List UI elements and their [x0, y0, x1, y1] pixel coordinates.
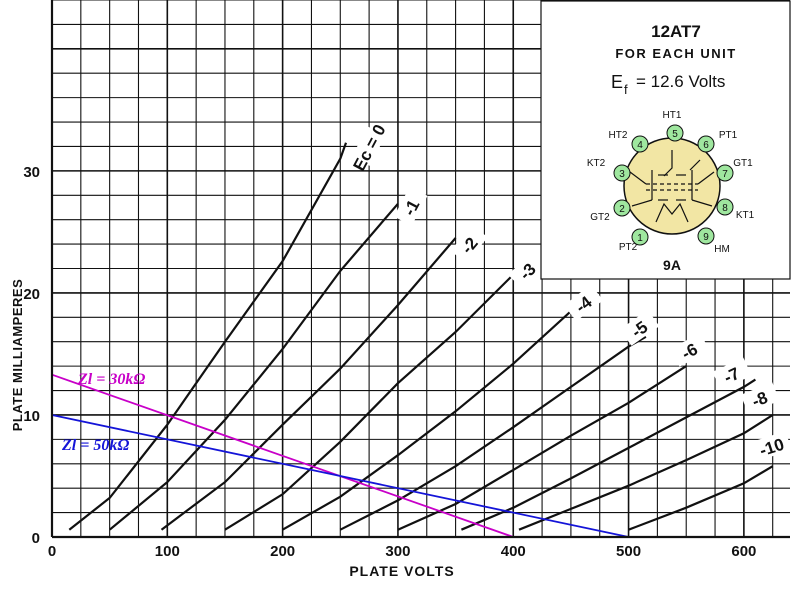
inset-subtitle: FOR EACH UNIT [615, 46, 736, 61]
curve-label-backdrop [450, 224, 488, 264]
plate-curve [460, 378, 756, 531]
pin-number: 5 [672, 129, 678, 140]
x-tick-label: 200 [270, 543, 295, 560]
load-lines: Zl = 30kΩ Zl = 50kΩ [51, 371, 629, 538]
plate-curve [518, 414, 774, 531]
curve-label-backdrop [508, 250, 547, 289]
tube-type: 12AT7 [651, 22, 701, 41]
pin-number: 8 [722, 203, 728, 214]
curve-label: -7 [721, 364, 743, 388]
load-line-label: Zl = 30kΩ [77, 371, 145, 388]
pin-label: GT1 [733, 158, 753, 169]
y-tick-label: 20 [23, 286, 40, 303]
ef-symbol: E [611, 72, 623, 92]
pin-label: HM [714, 244, 730, 255]
plate-curve [68, 142, 348, 531]
plate-curve [224, 273, 515, 531]
pin-circle [666, 124, 684, 142]
plate-curve [160, 237, 457, 531]
pin-number: 6 [703, 140, 709, 151]
curve-label-backdrop [393, 186, 428, 226]
load-line [51, 373, 514, 538]
load-line [51, 414, 629, 538]
curve-label-backdrop [620, 309, 660, 346]
plate-curve [397, 365, 687, 531]
electrode-sketch [629, 150, 715, 223]
y-tick-label: 10 [23, 408, 40, 425]
curve-label-backdrop [740, 382, 780, 414]
curve-label-backdrop [351, 126, 386, 166]
y-tick-label: 0 [32, 530, 40, 547]
axes: 0 100 200 300 400 500 600 0 10 20 30 PLATE VOLTS PLA… [10, 0, 790, 579]
curve-label-backdrop [564, 284, 604, 322]
x-tick-label: 100 [155, 543, 180, 560]
pin-number: 4 [637, 140, 643, 151]
curve-label: Ec = 0 [350, 121, 390, 174]
x-axis-label: PLATE VOLTS [349, 563, 454, 579]
pin-circle [716, 164, 734, 182]
pin-circle [716, 198, 734, 216]
pin-number: 1 [637, 233, 643, 244]
y-axis-label: PLATE MILLIAMPERES [10, 279, 25, 431]
pin-label: GT2 [590, 212, 610, 223]
x-tick-label: 500 [616, 543, 641, 560]
pin-label: HT2 [609, 130, 628, 141]
pin-circle [631, 228, 649, 246]
curve-label-backdrop [753, 431, 792, 461]
pin-label: PT1 [719, 130, 738, 141]
pin-circle [613, 199, 631, 217]
y-tick-label: 30 [23, 164, 40, 181]
pin-label: PT2 [619, 242, 638, 253]
x-tick-label: 300 [385, 543, 410, 560]
ef-value: = 12.6 Volts [636, 72, 725, 91]
pin-circle [631, 135, 649, 153]
pin-label: KT2 [587, 158, 606, 169]
curve-label-backdrop [712, 357, 752, 391]
pin-number: 7 [722, 169, 728, 180]
pin-circle [613, 164, 631, 182]
pin-number: 3 [619, 169, 625, 180]
plate-curve [628, 465, 774, 531]
load-line-label: Zl = 50kΩ [61, 437, 129, 454]
pin-circle [697, 227, 715, 245]
curve-label-backdrop [670, 332, 710, 367]
pin-number: 9 [703, 232, 709, 243]
x-tick-label: 600 [731, 543, 756, 560]
x-tick-label: 400 [501, 543, 526, 560]
curve-label: -8 [749, 388, 770, 411]
pin-label: HT1 [663, 110, 682, 121]
plate-curve [108, 203, 399, 531]
x-tick-label: 0 [48, 543, 56, 560]
ef-subscript: f [624, 82, 628, 97]
plate-curve [339, 335, 647, 531]
base-code: 9A [663, 257, 681, 273]
pin-circle [697, 135, 715, 153]
tube-inset: 12AT7 FOR EACH UNIT E f = 12.6 Volts 1PT… [540, 0, 791, 280]
pin-label: KT1 [736, 210, 755, 221]
pin-number: 2 [619, 204, 625, 215]
